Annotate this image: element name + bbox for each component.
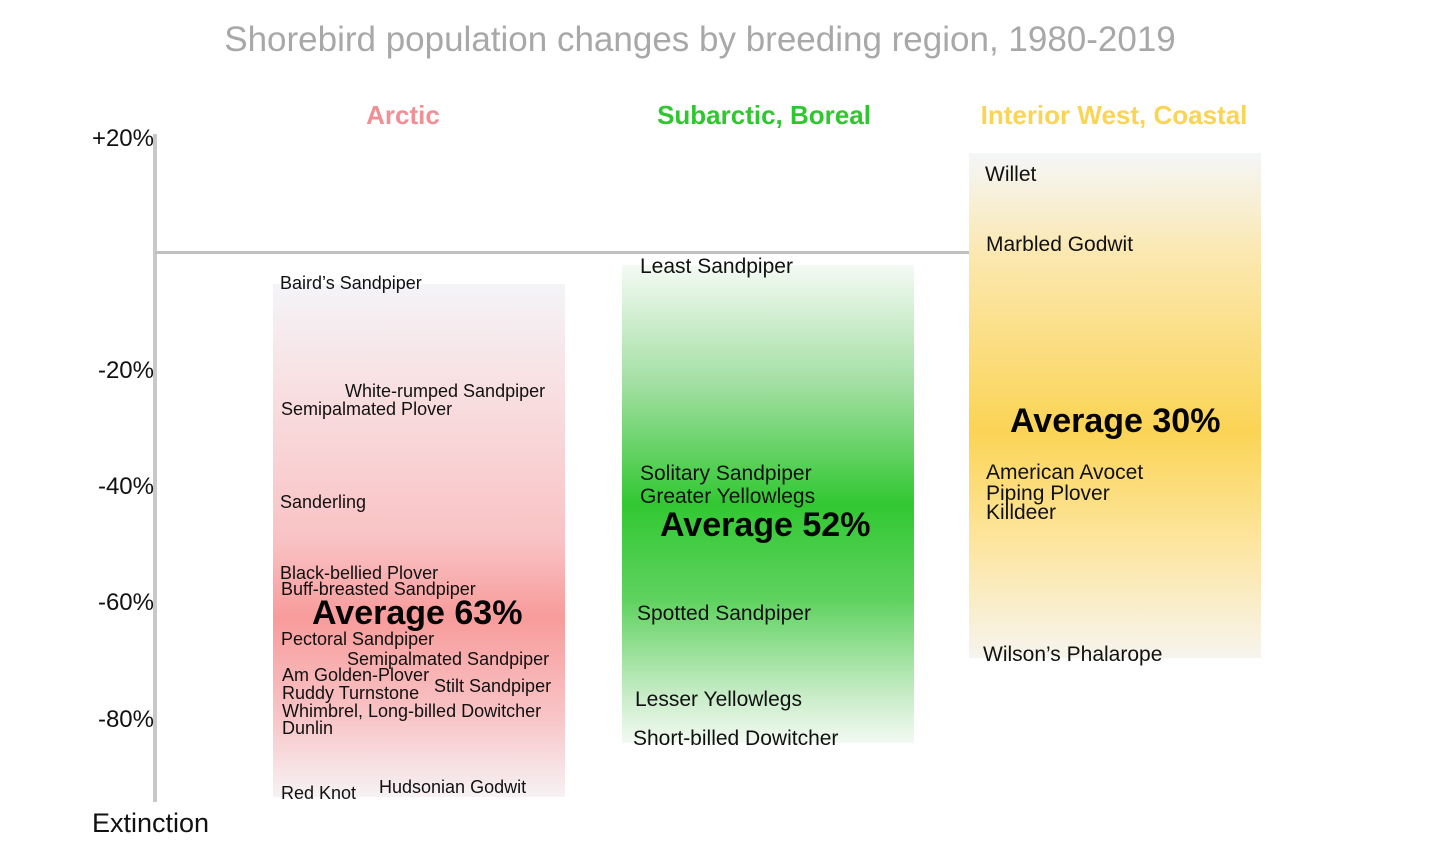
species-label: Wilson’s Phalarope: [983, 643, 1163, 666]
y-tick-label: -60%: [97, 589, 154, 616]
species-label: Red Knot: [281, 783, 357, 803]
species-label: Semipalmated Sandpiper: [347, 649, 550, 669]
species-label: Piping Plover: [986, 482, 1110, 505]
species-label: Baird’s Sandpiper: [280, 273, 422, 293]
species-label: Solitary Sandpiper: [640, 462, 812, 485]
average-label-subarctic: Average 52%: [660, 506, 871, 544]
y-tick-label: -40%: [97, 473, 154, 500]
average-label-arctic: Average 63%: [312, 594, 523, 632]
species-label: Lesser Yellowlegs: [635, 688, 802, 711]
region-title-interior: Interior West, Coastal: [980, 100, 1248, 130]
region-title-subarctic: Subarctic, Boreal: [657, 100, 871, 130]
species-label: Sanderling: [280, 492, 367, 512]
chart-title: Shorebird population changes by breeding…: [224, 20, 1176, 59]
species-label: Marbled Godwit: [986, 233, 1134, 256]
species-label: Black-bellied Plover: [280, 563, 439, 583]
region-band-arctic: [273, 284, 565, 797]
region-title-arctic: Arctic: [366, 100, 440, 130]
y-tick-label: -80%: [97, 706, 154, 733]
species-label: Am Golden-Plover: [282, 665, 430, 685]
species-label: Short-billed Dowitcher: [633, 727, 839, 750]
species-label: Spotted Sandpiper: [637, 602, 811, 625]
species-label: Hudsonian Godwit: [379, 777, 527, 797]
species-label: Dunlin: [282, 718, 334, 738]
average-label-interior: Average 30%: [1010, 402, 1221, 440]
species-label: White-rumped Sandpiper: [345, 381, 546, 401]
species-label: Whimbrel, Long-billed Dowitcher: [282, 701, 542, 721]
species-label: Pectoral Sandpiper: [281, 629, 435, 649]
species-label: Killdeer: [986, 501, 1057, 524]
species-label: Semipalmated Plover: [281, 399, 453, 419]
species-label: Buff-breasted Sandpiper: [281, 579, 476, 599]
y-tick-label-extinction: Extinction: [92, 808, 210, 838]
species-label: Willet: [985, 163, 1037, 186]
y-tick-label: -20%: [97, 357, 154, 384]
y-axis-line: [153, 134, 157, 802]
y-tick-label: +20%: [91, 125, 154, 152]
region-band-interior: [969, 153, 1261, 658]
species-label: Least Sandpiper: [640, 255, 793, 278]
region-band-subarctic: [622, 265, 914, 743]
species-label: American Avocet: [986, 461, 1144, 484]
species-label: Stilt Sandpiper: [434, 676, 552, 696]
zero-baseline: [155, 251, 1210, 254]
species-label: Ruddy Turnstone: [282, 683, 420, 703]
species-label: Greater Yellowlegs: [640, 485, 816, 508]
